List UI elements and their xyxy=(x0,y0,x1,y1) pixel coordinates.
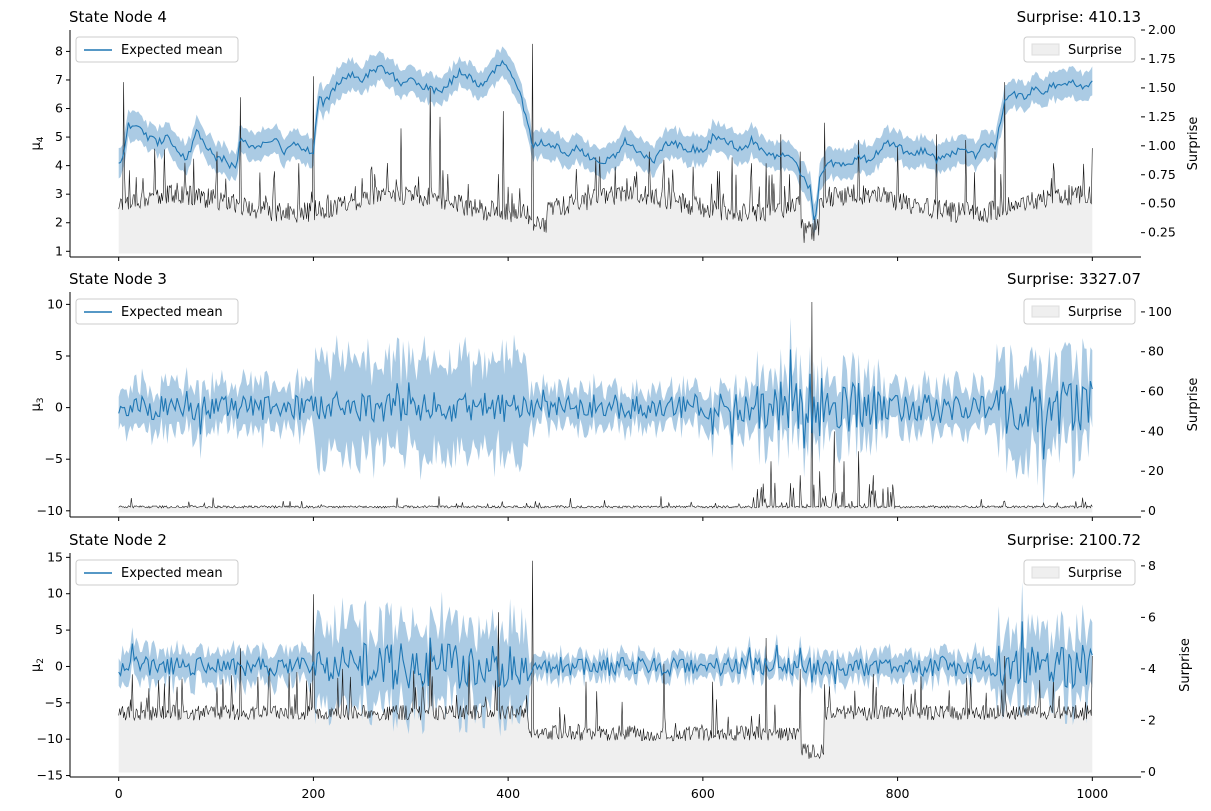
legend-label: Surprise xyxy=(1068,305,1122,320)
legend-expected-mean: Expected mean xyxy=(75,298,239,325)
panel-title: State Node 3 xyxy=(69,270,167,288)
legend-surprise: Surprise xyxy=(1023,36,1136,63)
legend-expected-mean: Expected mean xyxy=(75,559,239,586)
x-tick-label: 600 xyxy=(691,786,715,801)
y-tick-label: 1 xyxy=(55,243,63,258)
y-tick-label: 5 xyxy=(55,129,63,144)
legend-box xyxy=(75,559,239,586)
x-tick-label: 200 xyxy=(301,786,325,801)
y-right-tick-label: 20 xyxy=(1148,463,1164,478)
y-right-tick-label: 1.00 xyxy=(1148,138,1176,153)
y-tick-label: 10 xyxy=(47,586,63,601)
y-right-tick-label: 6 xyxy=(1148,609,1156,624)
y-axis-label: μ3 xyxy=(29,397,46,411)
y-right-tick-label: 0.25 xyxy=(1148,225,1176,240)
legend-box xyxy=(1023,559,1136,586)
y-right-tick-label: 40 xyxy=(1148,423,1164,438)
panel-title: State Node 4 xyxy=(69,8,167,26)
y-tick-label: 8 xyxy=(55,43,63,58)
legend-surprise: Surprise xyxy=(1023,559,1136,586)
y-tick-label: −5 xyxy=(45,695,63,710)
legend-label: Surprise xyxy=(1068,43,1122,58)
y-tick-label: −10 xyxy=(37,503,63,518)
surprise-line xyxy=(118,43,1093,243)
mean-line xyxy=(118,349,1093,460)
uncertainty-band xyxy=(118,317,1093,508)
y-tick-label: 3 xyxy=(55,186,63,201)
legend-label: Surprise xyxy=(1068,566,1122,581)
y-right-axis-label: Surprise xyxy=(1186,378,1201,432)
legend-box xyxy=(75,36,239,63)
y-right-tick-label: 1.25 xyxy=(1148,109,1176,124)
y-tick-label: 10 xyxy=(47,296,63,311)
legend-label: Expected mean xyxy=(121,566,223,581)
y-right-tick-label: 0.50 xyxy=(1148,196,1176,211)
y-right-tick-label: 1.75 xyxy=(1148,51,1176,66)
legend-label: Expected mean xyxy=(121,43,223,58)
legend-box xyxy=(1023,36,1136,63)
y-tick-label: −15 xyxy=(37,768,63,783)
y-tick-label: 0 xyxy=(55,658,63,673)
y-right-tick-label: 80 xyxy=(1148,344,1164,359)
y-right-axis-label: Surprise xyxy=(1178,638,1193,692)
y-right-tick-label: 4 xyxy=(1148,661,1156,676)
surprise-total: Surprise: 2100.72 xyxy=(1007,531,1141,549)
x-tick-label: 800 xyxy=(886,786,910,801)
y-tick-label: 7 xyxy=(55,72,63,87)
uncertainty-band xyxy=(118,582,1093,737)
panel-title: State Node 2 xyxy=(69,531,167,549)
x-tick-label: 400 xyxy=(496,786,520,801)
legend-expected-mean: Expected mean xyxy=(75,36,239,63)
mean-line xyxy=(118,59,1093,221)
panel-1: 1 2 3 4 5 6 7 8 0.25 0.50 0.75 1.00 1.25 1.50 1.75 2.00… xyxy=(29,8,1201,261)
y-right-tick-label: 0 xyxy=(1148,503,1156,518)
y-right-tick-label: 8 xyxy=(1148,558,1156,573)
legend-fill-swatch xyxy=(1031,43,1060,56)
y-axis-label: μ4 xyxy=(29,136,46,150)
legend-fill-swatch xyxy=(1031,566,1060,579)
y-tick-label: 0 xyxy=(55,400,63,415)
panel-3: −15 −10 −5 0 5 10 15 0 2 4 6 8 0 200 400 600 800 1000 Stat… xyxy=(29,531,1193,801)
y-tick-label: 4 xyxy=(55,158,63,173)
y-right-tick-label: 100 xyxy=(1148,304,1172,319)
y-tick-label: 5 xyxy=(55,622,63,637)
y-tick-label: 2 xyxy=(55,215,63,230)
y-right-tick-label: 0.75 xyxy=(1148,167,1176,182)
y-tick-label: −10 xyxy=(37,731,63,746)
uncertainty-band xyxy=(118,46,1093,235)
y-right-axis-label: Surprise xyxy=(1186,117,1201,171)
surprise-area xyxy=(118,43,1093,254)
x-tick-label: 0 xyxy=(115,786,123,801)
x-tick-label: 1000 xyxy=(1076,786,1108,801)
mean-line xyxy=(118,621,1093,690)
y-right-tick-label: 60 xyxy=(1148,384,1164,399)
y-right-tick-label: 2 xyxy=(1148,712,1156,727)
y-right-tick-label: 1.50 xyxy=(1148,80,1176,95)
surprise-line xyxy=(118,301,1093,510)
y-tick-label: −5 xyxy=(45,451,63,466)
legend-surprise: Surprise xyxy=(1023,298,1136,325)
y-tick-label: 6 xyxy=(55,101,63,116)
surprise-line xyxy=(118,560,1093,760)
legend-box xyxy=(75,298,239,325)
y-right-tick-label: 0 xyxy=(1148,764,1156,779)
y-axis-label: μ2 xyxy=(29,658,46,672)
y-right-tick-label: 2.00 xyxy=(1148,22,1176,37)
legend-label: Expected mean xyxy=(121,305,223,320)
y-tick-label: 5 xyxy=(55,348,63,363)
legend-box xyxy=(1023,298,1136,325)
legend-fill-swatch xyxy=(1031,305,1060,318)
surprise-total: Surprise: 410.13 xyxy=(1017,8,1141,26)
surprise-total: Surprise: 3327.07 xyxy=(1007,270,1141,288)
y-tick-label: 15 xyxy=(47,549,63,564)
